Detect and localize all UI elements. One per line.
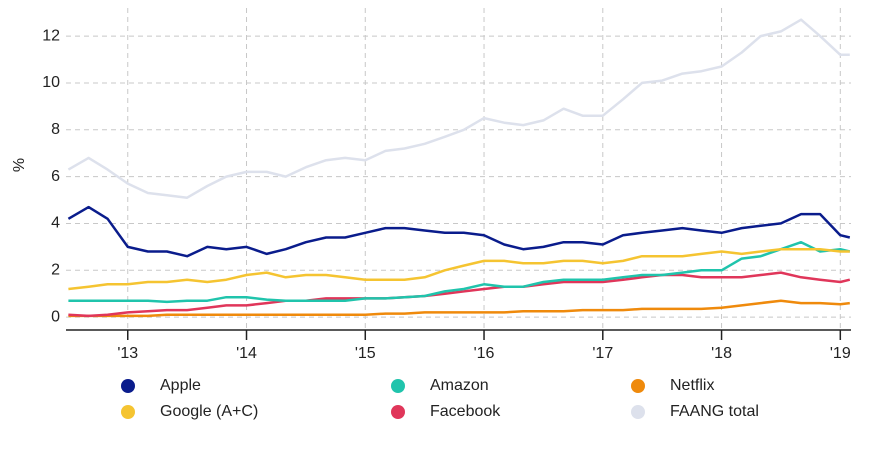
x-tick-label: '19 <box>830 345 851 362</box>
legend-label: FAANG total <box>670 403 759 420</box>
x-tick-label: '17 <box>592 345 613 362</box>
y-axis-label: % <box>11 158 28 172</box>
x-tick-label: '13 <box>117 345 138 362</box>
line-series <box>68 247 850 291</box>
y-tick-label: 2 <box>51 262 60 279</box>
legend-marker <box>391 405 405 419</box>
legend-marker <box>631 379 645 393</box>
legend-label: Google (A+C) <box>160 403 258 420</box>
y-tick-label: 12 <box>42 27 60 44</box>
y-tick-label: 4 <box>51 215 60 232</box>
y-tick-label: 10 <box>42 74 60 91</box>
x-tick-label: '16 <box>474 345 495 362</box>
line-series <box>68 271 851 318</box>
line-series <box>67 205 851 258</box>
legend-marker <box>391 379 405 393</box>
y-tick-label: 6 <box>51 168 60 185</box>
y-tick-label: 8 <box>51 121 60 138</box>
x-tick-label: '14 <box>236 345 257 362</box>
legend-marker <box>121 379 135 393</box>
x-tick-label: '15 <box>355 345 376 362</box>
legend-label: Amazon <box>430 377 489 394</box>
line-series <box>68 299 850 318</box>
legend-label: Facebook <box>430 403 501 420</box>
legend-marker <box>121 405 135 419</box>
x-tick-label: '18 <box>711 345 732 362</box>
line-series <box>68 240 851 304</box>
line-series <box>67 18 850 199</box>
legend-label: Apple <box>160 377 201 394</box>
y-tick-label: 0 <box>51 308 60 325</box>
legend-marker <box>631 405 645 419</box>
legend-label: Netflix <box>670 377 714 394</box>
